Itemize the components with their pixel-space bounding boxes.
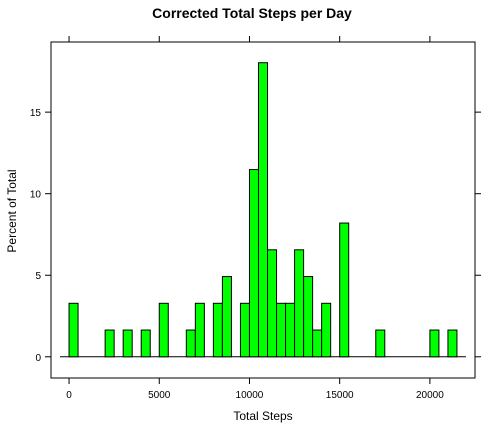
y-tick-label: 10 <box>30 190 42 201</box>
histogram-bar <box>429 329 440 358</box>
histogram-bar <box>321 302 332 358</box>
y-tick-label: 5 <box>35 271 41 282</box>
histogram-bar <box>267 249 278 358</box>
ticks-group: 0 5000 10000 15000 20000 0 5 10 15 <box>30 36 481 401</box>
histogram-bar <box>375 329 386 358</box>
histogram-bar <box>140 329 151 358</box>
histogram-bar <box>248 169 259 358</box>
x-tick-label: 0 <box>66 390 72 401</box>
x-tick-label: 20000 <box>416 390 444 401</box>
histogram-bar <box>104 329 115 358</box>
histogram-bar <box>158 302 169 358</box>
histogram-bar <box>122 329 133 358</box>
histogram-bar <box>312 329 323 358</box>
histogram-bar <box>194 302 205 358</box>
chart-title: Corrected Total Steps per Day <box>152 5 352 21</box>
histogram-bar <box>239 302 250 358</box>
x-tick-label: 15000 <box>326 390 354 401</box>
histogram-bar <box>68 302 79 358</box>
histogram-bar <box>185 329 196 358</box>
histogram-bar <box>303 276 314 358</box>
bars-group <box>68 62 458 358</box>
y-tick-label: 0 <box>35 353 41 364</box>
histogram-bar <box>257 62 269 358</box>
histogram-bar <box>285 302 296 358</box>
histogram-bar <box>212 302 223 358</box>
histogram-bar <box>447 329 458 358</box>
x-tick-label: 10000 <box>236 390 264 401</box>
x-tick-label: 5000 <box>148 390 171 401</box>
histogram-bar <box>221 276 232 358</box>
x-axis-label: Total Steps <box>233 409 292 423</box>
histogram-bar <box>339 222 350 358</box>
plot-frame <box>50 41 476 379</box>
histogram-bar <box>294 249 305 358</box>
histogram-bar <box>276 302 287 358</box>
y-tick-label: 15 <box>30 108 42 119</box>
y-axis-label: Percent of Total <box>5 169 19 252</box>
